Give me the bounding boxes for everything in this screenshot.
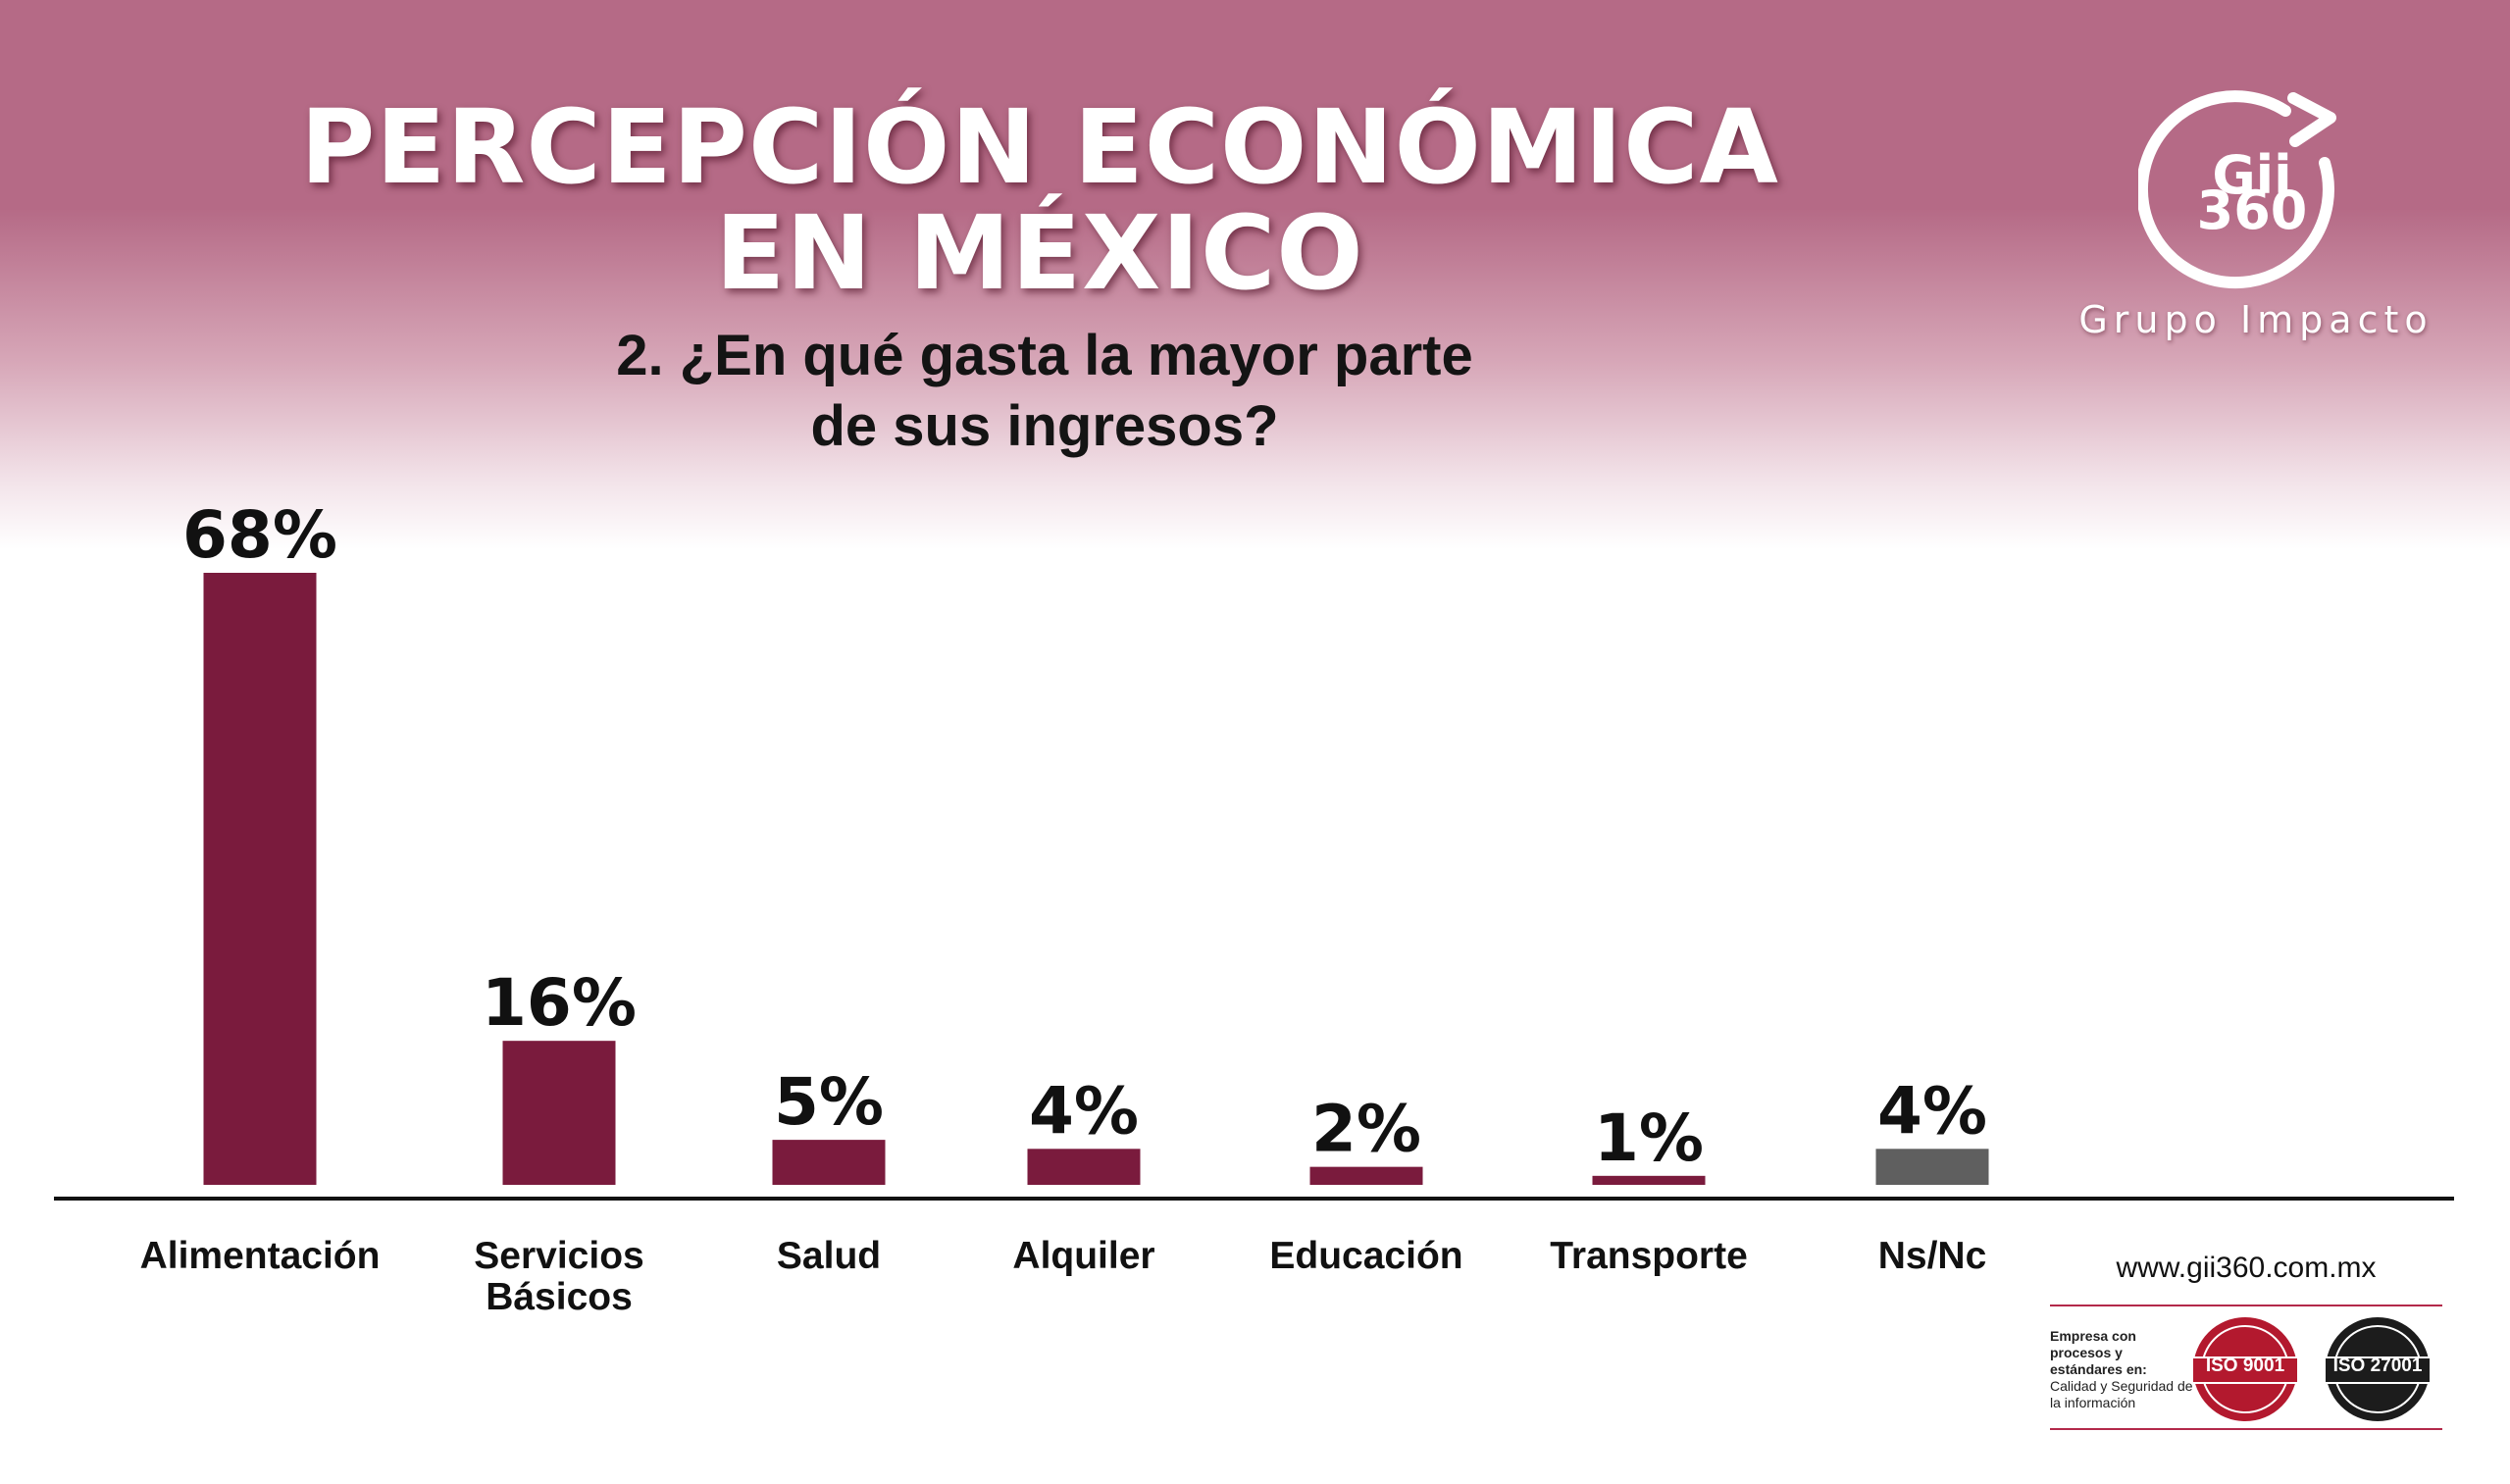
- iso-27001-label: ISO 27001: [2332, 1356, 2423, 1376]
- bar-0: [203, 573, 317, 1185]
- certification-note-bold: Empresa con procesos y estándares en:: [2050, 1328, 2147, 1377]
- category-label-3: Alquiler: [1012, 1235, 1154, 1277]
- value-label-4: 2%: [1311, 1092, 1421, 1167]
- logo-text-360: 360: [2196, 179, 2308, 241]
- iso-9001-label: ISO 9001: [2205, 1356, 2285, 1376]
- value-label-6: 4%: [1877, 1073, 1987, 1149]
- category-label-0: Alimentación: [140, 1235, 381, 1277]
- category-label-6: Ns/Nc: [1878, 1235, 1987, 1277]
- category-label-4: Educación: [1269, 1235, 1462, 1277]
- logo-ring-icon: [2138, 90, 2336, 289]
- category-label-2: Salud: [777, 1235, 881, 1277]
- bar-2: [772, 1140, 886, 1185]
- value-label-2: 5%: [774, 1064, 884, 1140]
- bar-6: [1875, 1149, 1989, 1185]
- iso-9001-badge: ISO 9001: [2190, 1314, 2300, 1424]
- category-label-1: Servicios: [474, 1235, 643, 1277]
- question-text: 2. ¿En qué gasta la mayor parte: [616, 324, 1473, 387]
- iso-27001-badge: ISO 27001: [2323, 1314, 2433, 1424]
- iso-27001-seal-icon: [2324, 1317, 2432, 1421]
- value-label-5: 1%: [1594, 1100, 1704, 1176]
- bar-1: [502, 1041, 616, 1185]
- footer-divider-top: [2050, 1305, 2442, 1306]
- value-label-3: 4%: [1029, 1073, 1139, 1149]
- iso-9001-seal-icon: [2191, 1317, 2299, 1421]
- question-text-line2: de sus ingresos?: [810, 394, 1279, 458]
- logo-subtitle: Grupo Impacto: [2078, 298, 2433, 341]
- footer-divider-bottom: [2050, 1428, 2442, 1430]
- certification-note-text: Calidad y Seguridad de la información: [2050, 1378, 2193, 1410]
- value-label-1: 16%: [482, 965, 637, 1041]
- page-title: PERCEPCIÓN ECONÓMICA: [300, 87, 1779, 207]
- certification-note: Empresa con procesos y estándares en: Ca…: [2050, 1328, 2197, 1411]
- category-label-1-line2: Básicos: [486, 1276, 633, 1318]
- category-label-5: Transporte: [1550, 1235, 1748, 1277]
- page-title-line2: EN MÉXICO: [715, 193, 1364, 313]
- bar-5: [1592, 1175, 1706, 1185]
- header-background: [0, 0, 2510, 549]
- value-label-0: 68%: [182, 497, 337, 573]
- logo-text: Gii: [2212, 144, 2292, 206]
- bar-3: [1027, 1149, 1141, 1185]
- website-url[interactable]: www.gii360.com.mx: [2116, 1252, 2377, 1284]
- bar-4: [1309, 1166, 1423, 1185]
